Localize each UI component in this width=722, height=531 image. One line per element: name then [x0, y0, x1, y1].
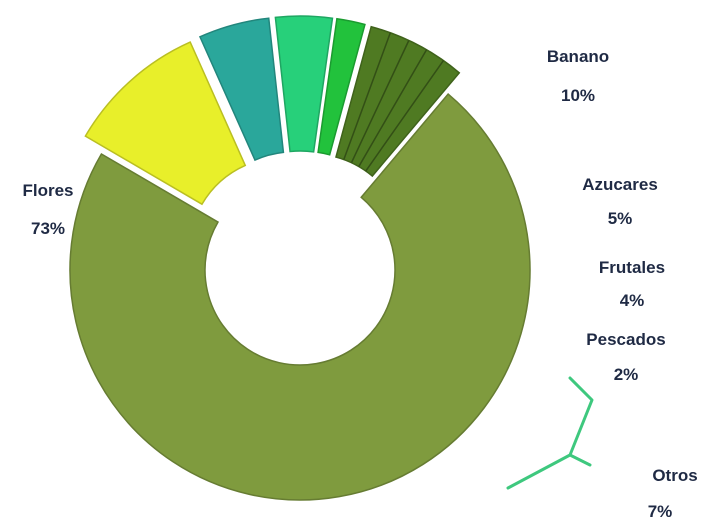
label-banano-name: Banano	[547, 47, 609, 66]
slice-otros	[335, 25, 461, 178]
label-azucares: Azucares 5%	[582, 175, 658, 228]
slices-group	[69, 15, 531, 501]
slice-frutales	[274, 15, 334, 153]
label-azucares-value: 5%	[608, 209, 633, 228]
label-banano-value: 10%	[561, 86, 595, 105]
label-otros: Otros 7%	[648, 466, 698, 521]
slice-azucares	[198, 17, 285, 162]
label-pescados-name: Pescados	[586, 330, 665, 349]
label-flores-value: 73%	[31, 219, 65, 238]
slice-pescados	[317, 17, 366, 156]
label-otros-value: 7%	[648, 502, 673, 521]
label-frutales: Frutales 4%	[599, 258, 665, 310]
label-otros-name: Otros	[652, 466, 697, 485]
label-flores-name: Flores	[22, 181, 73, 200]
otros-stripe	[343, 32, 392, 160]
label-flores: Flores 73%	[22, 181, 73, 238]
slice-banano	[84, 41, 247, 206]
otros-bracket	[506, 376, 594, 490]
otros-stripe	[365, 60, 445, 172]
label-banano: Banano 10%	[547, 47, 609, 105]
label-frutales-name: Frutales	[599, 258, 665, 277]
labels-group: Flores 73% Banano 10% Azucares 5% Frutal…	[22, 47, 697, 521]
label-azucares-name: Azucares	[582, 175, 658, 194]
label-pescados-value: 2%	[614, 365, 639, 384]
slice-flores	[69, 93, 531, 501]
otros-stripe	[350, 40, 410, 164]
label-frutales-value: 4%	[620, 291, 645, 310]
label-pescados: Pescados 2%	[586, 330, 665, 384]
otros-stripe	[358, 49, 428, 167]
